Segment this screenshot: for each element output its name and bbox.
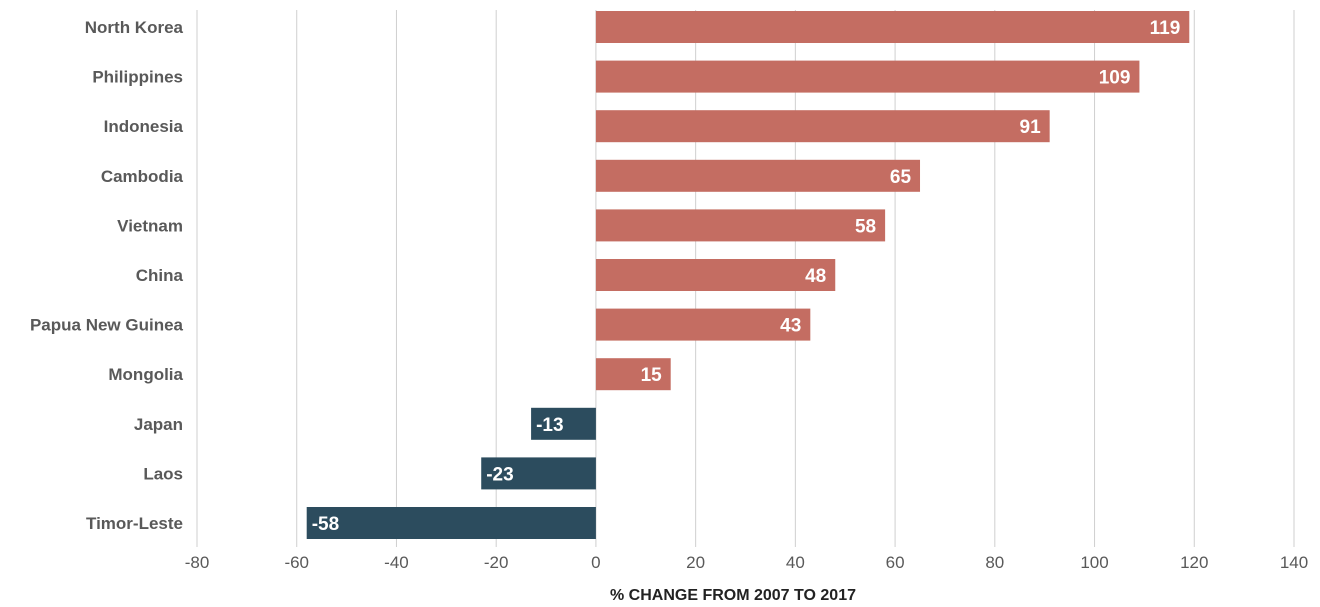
bar-china [595,259,836,291]
category-label: Mongolia [108,365,183,384]
x-tick-label: 0 [591,553,600,572]
bar-vietnam [595,209,886,242]
bar-indonesia [595,110,1050,143]
bar-value-label: 119 [1150,18,1181,39]
bar-value-label: 109 [1099,68,1131,89]
x-tick-label: 100 [1080,553,1108,572]
category-label: Japan [134,415,183,434]
category-labels: North Korea Philippines Indonesia Cambodia V… [30,18,184,533]
category-label: Indonesia [104,117,184,136]
x-tick-labels: -80 -60 -40 -20 0 20 40 60 80 100 120 140 [185,553,1308,572]
category-label: Timor-Leste [86,514,183,533]
bar-north-korea [595,11,1190,43]
category-label: North Korea [85,18,184,37]
x-tick-label: -40 [384,553,409,572]
category-label: Philippines [92,68,183,87]
x-tick-label: -80 [185,553,210,572]
x-tick-label: 80 [985,553,1004,572]
x-tick-label: 140 [1280,553,1308,572]
bar-philippines [595,60,1140,93]
x-tick-label: 60 [886,553,905,572]
x-tick-label: 40 [786,553,805,572]
category-label: China [136,266,184,285]
bar-laos [481,457,596,490]
x-tick-label: -60 [284,553,309,572]
bar-value-label: 91 [1020,117,1042,138]
x-axis-title: % CHANGE FROM 2007 TO 2017 [610,587,856,604]
bar-value-label: -58 [312,514,339,535]
category-label: Vietnam [117,216,183,235]
bar-papua-new-guinea [595,308,811,341]
category-label: Papua New Guinea [30,316,184,335]
category-label: Laos [143,464,183,483]
bar-value-label: 65 [890,167,912,188]
bar-value-label: 15 [641,365,663,386]
bar-value-label: 43 [780,316,801,337]
bar-value-label: 58 [855,216,876,237]
bar-japan [531,407,596,440]
bar-value-label: -23 [486,464,513,485]
bar-mongolia [595,358,671,391]
bar-timor-leste [306,507,596,539]
category-label: Cambodia [101,167,184,186]
x-tick-label: -20 [484,553,509,572]
bar-value-label: 48 [805,266,826,287]
bars: 119 109 91 65 58 48 43 15 -13 -23 -58 [306,11,1190,539]
x-tick-label: 120 [1180,553,1208,572]
bar-cambodia [595,159,921,192]
x-tick-label: 20 [686,553,705,572]
bar-value-label: -13 [536,415,563,436]
